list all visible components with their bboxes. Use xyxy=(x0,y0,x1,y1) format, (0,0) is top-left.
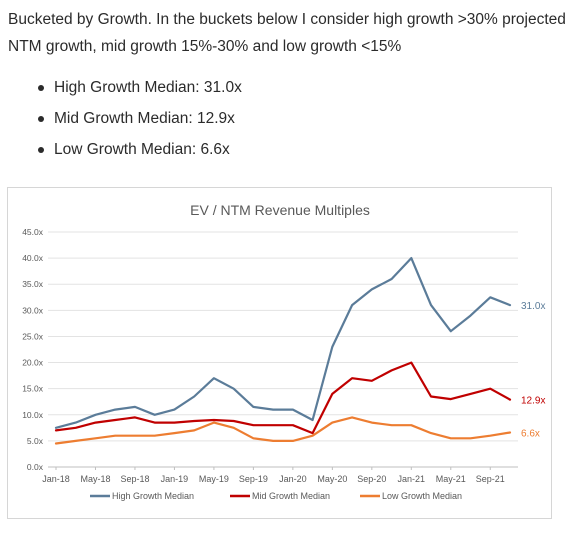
y-tick-label: 40.0x xyxy=(22,253,44,263)
series-line-high-growth-median xyxy=(54,256,512,429)
y-tick-label: 30.0x xyxy=(22,305,44,315)
intro-paragraph: Bucketed by Growth. In the buckets below… xyxy=(8,11,566,55)
x-tick-label: May-19 xyxy=(199,474,229,484)
y-tick-label: 20.0x xyxy=(22,358,44,368)
legend-label-low-growth-median: Low Growth Median xyxy=(382,491,462,501)
x-axis-ticks: Jan-18 May-18 Sep-18 Jan-19 May-19 Sep-19 Jan-… xyxy=(42,467,505,484)
bullet-low-growth-median: Low Growth Median: 6.6x xyxy=(8,134,242,165)
end-label-high-growth-median: 31.0x xyxy=(521,301,545,312)
y-tick-label: 35.0x xyxy=(22,279,44,289)
series-line-mid-growth-median xyxy=(54,361,512,435)
bullet-high-growth-median: High Growth Median: 31.0x xyxy=(8,72,242,103)
x-tick-label: Sep-18 xyxy=(120,474,149,484)
y-tick-label: 5.0x xyxy=(27,436,44,446)
x-tick-label: Sep-19 xyxy=(239,474,268,484)
legend-label-mid-growth-median: Mid Growth Median xyxy=(252,491,330,501)
chart-title: EV / NTM Revenue Multiples xyxy=(190,202,370,218)
y-tick-label: 0.0x xyxy=(27,462,44,472)
bullet-mid-growth-median: Mid Growth Median: 12.9x xyxy=(8,103,242,134)
y-tick-label: 15.0x xyxy=(22,384,44,394)
x-tick-label: Sep-21 xyxy=(476,474,505,484)
y-tick-label: 25.0x xyxy=(22,331,44,341)
end-label-low-growth-median: 6.6x xyxy=(521,429,540,440)
chart-frame: EV / NTM Revenue Multiples 0.0x 5.0x 10.0x… xyxy=(7,187,552,519)
end-label-mid-growth-median: 12.9x xyxy=(521,396,545,407)
y-tick-label: 45.0x xyxy=(22,227,44,237)
x-tick-label: May-20 xyxy=(317,474,347,484)
series-end-labels: 31.0x 12.9x 6.6x xyxy=(521,301,545,439)
y-axis-ticks: 0.0x 5.0x 10.0x 15.0x 20.0x 25.0x 30.0x 35.0x 40… xyxy=(22,227,44,472)
median-bullet-list: High Growth Median: 31.0x Mid Growth Med… xyxy=(8,72,242,165)
y-tick-label: 10.0x xyxy=(22,410,44,420)
x-tick-label: Jan-19 xyxy=(161,474,189,484)
legend-label-high-growth-median: High Growth Median xyxy=(112,491,194,501)
x-tick-label: Sep-20 xyxy=(357,474,386,484)
series-lines xyxy=(54,256,512,445)
x-tick-label: Jan-21 xyxy=(398,474,426,484)
gridlines xyxy=(48,231,518,468)
x-tick-label: May-18 xyxy=(80,474,110,484)
x-tick-label: Jan-20 xyxy=(279,474,307,484)
x-tick-label: May-21 xyxy=(436,474,466,484)
legend: High Growth Median Mid Growth Median Low G… xyxy=(90,491,462,501)
ev-ntm-chart: EV / NTM Revenue Multiples 0.0x 5.0x 10.0x… xyxy=(22,202,545,501)
x-tick-label: Jan-18 xyxy=(42,474,70,484)
series-line-low-growth-median xyxy=(54,416,512,445)
